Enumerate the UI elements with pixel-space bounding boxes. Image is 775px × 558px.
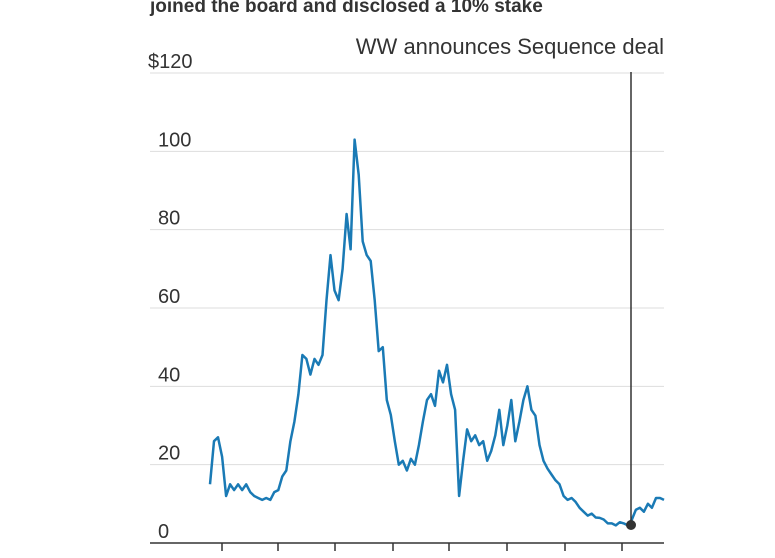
- annotation: WW announces Sequence deal: [356, 34, 664, 59]
- y-tick-label: 80: [158, 208, 180, 230]
- y-tick-label: $120: [148, 51, 193, 73]
- price-line: [208, 138, 665, 527]
- y-tick-label: 40: [158, 364, 180, 386]
- y-tick-label: 100: [158, 129, 191, 151]
- y-tick-label: 20: [158, 443, 180, 465]
- y-tick-label: 60: [158, 286, 180, 308]
- annotation-dot: [626, 520, 636, 530]
- y-tick-label: 0: [158, 521, 169, 543]
- chart-title: joined the board and disclosed a 10% sta…: [149, 0, 543, 17]
